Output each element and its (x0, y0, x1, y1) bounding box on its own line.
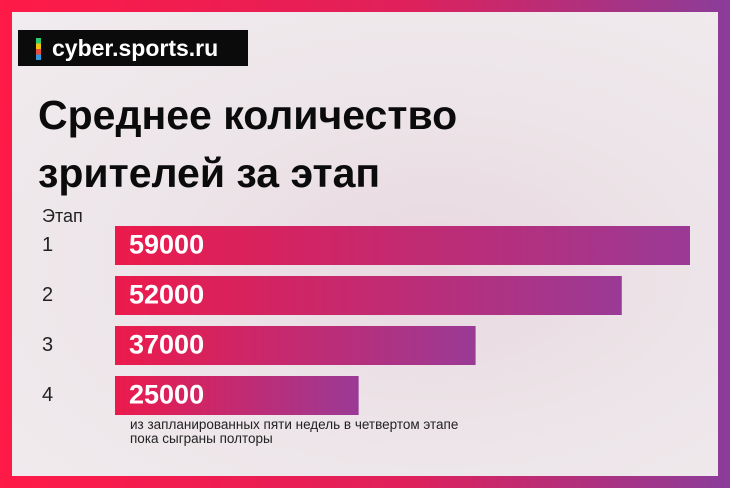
data-label: 37000 (129, 330, 204, 360)
bar (115, 226, 690, 265)
bar (115, 326, 476, 365)
data-label: 25000 (129, 380, 204, 410)
y-axis-label: Этап (42, 206, 83, 226)
bar (115, 276, 622, 315)
y-tick-label: 1 (42, 234, 53, 256)
chart-title: Среднее количество зрителей за этап (38, 92, 458, 196)
logo: cyber.sports.ru (18, 30, 248, 66)
y-tick-label: 3 (42, 334, 53, 356)
bar (115, 376, 359, 415)
y-tick-label: 2 (42, 284, 53, 306)
logo-dots (36, 38, 41, 60)
annotation: из запланированных пяти недель в четверт… (130, 417, 459, 446)
data-label: 59000 (129, 230, 204, 260)
data-label: 52000 (129, 280, 204, 310)
logo-text: cyber.sports.ru (52, 35, 219, 61)
y-tick-label: 4 (42, 384, 53, 406)
